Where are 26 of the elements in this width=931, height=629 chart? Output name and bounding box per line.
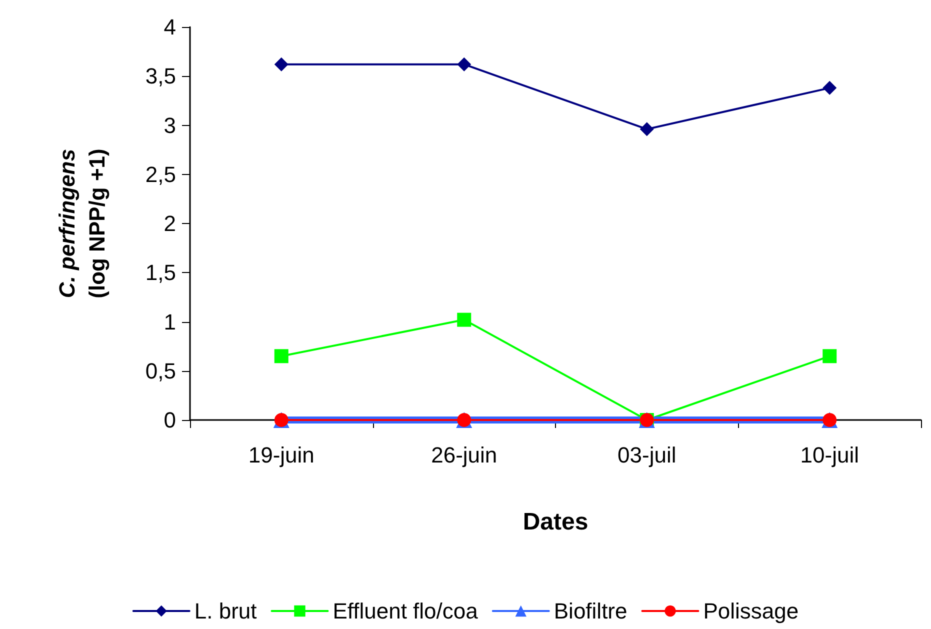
y-tick-label: 2 — [164, 211, 176, 236]
y-tick-label: 3 — [164, 112, 176, 138]
point — [274, 57, 288, 72]
point — [822, 349, 837, 364]
legend-label: Biofiltre — [554, 598, 628, 624]
y-tick-label: 1,5 — [145, 260, 176, 286]
y-tick-label: 0,5 — [145, 358, 176, 384]
y-tick-label: 2,5 — [145, 162, 176, 187]
point — [457, 57, 472, 72]
y-tick-label: 4 — [164, 14, 176, 40]
point — [640, 122, 654, 136]
y-tick-label: 3,5 — [145, 64, 176, 89]
legend-label: Polissage — [703, 598, 799, 624]
y-axis-title: C. perfringens (log NPP/g +1) — [54, 148, 110, 298]
y-tick-label: 1 — [164, 309, 176, 334]
x-tick-label: 26-juin — [431, 442, 498, 468]
x-tick-label: 10-juil — [800, 442, 859, 468]
point — [457, 312, 472, 327]
point — [822, 80, 837, 95]
legend-label: Effluent flo/coa — [332, 598, 479, 624]
y-tick-label: 0 — [164, 408, 176, 432]
legend-label: L. brut — [194, 598, 257, 624]
x-tick-label: 19-juin — [248, 442, 314, 468]
point — [274, 349, 288, 364]
x-tick-label: 03-juil — [618, 442, 676, 468]
x-axis-title: Dates — [522, 508, 588, 536]
